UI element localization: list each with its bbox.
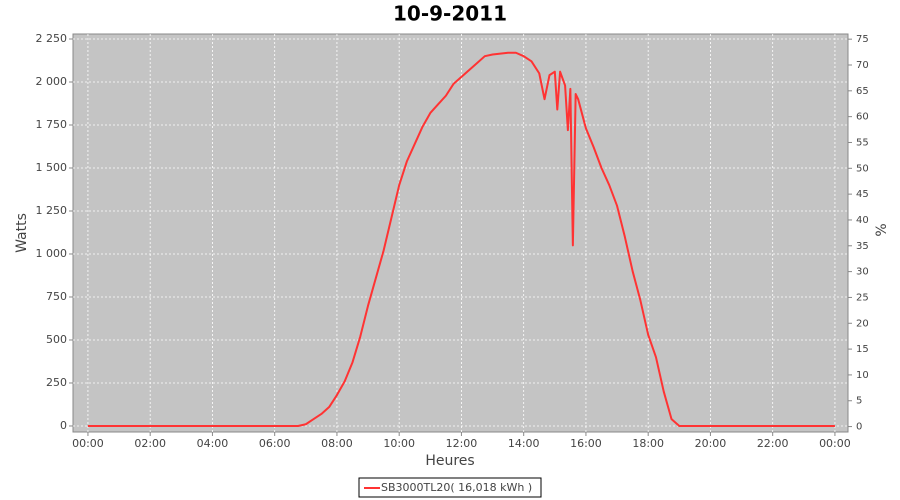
y-tick-label: 250 <box>46 376 67 389</box>
y2-tick-label: 20 <box>856 318 869 329</box>
y2-tick-label: 50 <box>856 163 869 174</box>
chart-title: 10-9-2011 <box>393 2 507 26</box>
y2-tick-label: 65 <box>856 86 869 97</box>
legend-box <box>358 477 542 498</box>
y2-tick-label: 5 <box>856 396 862 407</box>
x-tick-label: 08:00 <box>321 437 353 450</box>
y-axis-label: Watts <box>14 213 30 253</box>
y-tick-label: 2 000 <box>36 75 68 88</box>
y2-tick-label: 15 <box>856 344 869 355</box>
x-tick-label: 16:00 <box>570 437 602 450</box>
x-tick-label: 00:00 <box>72 437 104 450</box>
x-tick-label: 18:00 <box>632 437 664 450</box>
y-tick-label: 2 250 <box>36 32 68 45</box>
y2-tick-label: 55 <box>856 137 869 148</box>
y2-tick-label: 35 <box>856 241 869 252</box>
x-tick-label: 12:00 <box>446 437 478 450</box>
x-tick-label: 02:00 <box>134 437 166 450</box>
y2-tick-label: 40 <box>856 215 869 226</box>
y2-tick-label: 75 <box>856 34 869 45</box>
y2-tick-label: 10 <box>856 370 869 381</box>
x-tick-label: 06:00 <box>259 437 291 450</box>
x-tick-label: 14:00 <box>508 437 540 450</box>
plot-area <box>72 33 849 433</box>
x-tick-label: 20:00 <box>695 437 727 450</box>
y-tick-label: 1 500 <box>36 161 68 174</box>
x-tick-label: 22:00 <box>757 437 789 450</box>
legend-label: SB3000TL20( 16,018 kWh ) <box>381 481 532 494</box>
y2-tick-label: 25 <box>856 292 869 303</box>
data-line <box>87 51 835 427</box>
y2-tick-label: 60 <box>856 112 869 123</box>
x-axis-label: Heures <box>425 453 474 469</box>
x-tick-label: 10:00 <box>383 437 415 450</box>
y2-tick-label: 70 <box>856 60 869 71</box>
x-tick-label: 04:00 <box>197 437 229 450</box>
y-tick-label: 1 000 <box>36 247 68 260</box>
y2-tick-label: 30 <box>856 267 869 278</box>
y-tick-label: 500 <box>46 333 67 346</box>
y-tick-label: 1 750 <box>36 118 68 131</box>
y-tick-label: 750 <box>46 290 67 303</box>
y2-tick-label: 45 <box>856 189 869 200</box>
y-tick-label: 0 <box>60 419 67 432</box>
legend: SB3000TL20( 16,018 kWh ) <box>358 477 542 498</box>
y-tick-label: 1 250 <box>36 204 68 217</box>
x-tick-label: 00:00 <box>819 437 851 450</box>
y2-tick-label: 0 <box>856 422 862 433</box>
y2-axis-label: % <box>874 223 890 236</box>
